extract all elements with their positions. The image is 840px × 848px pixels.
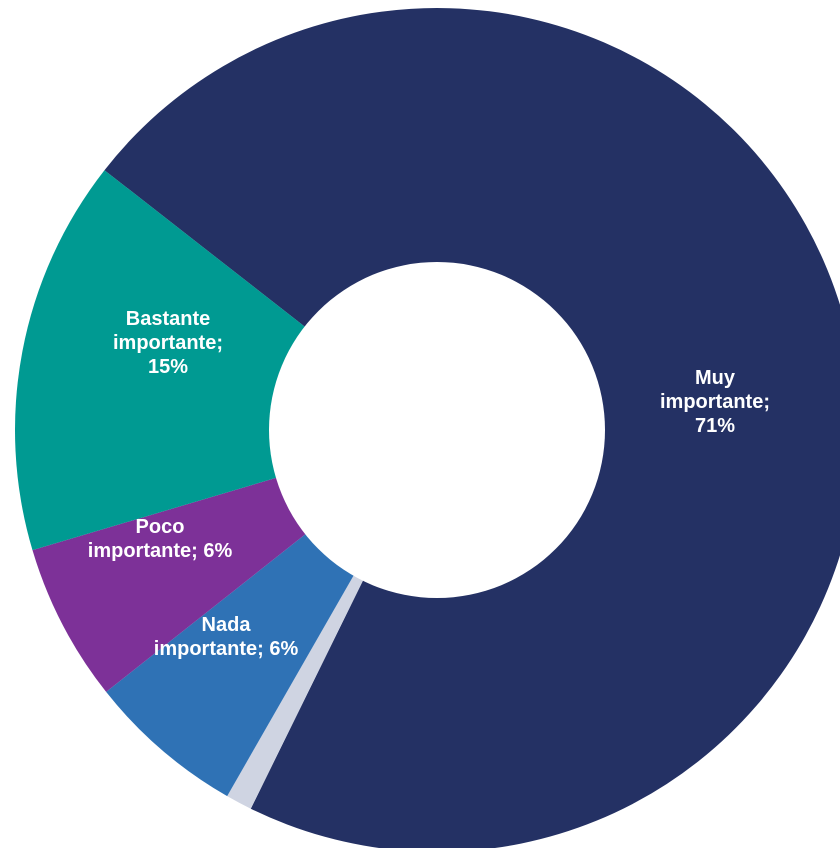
label-line: Nada	[202, 614, 252, 636]
label-line: 71%	[695, 415, 735, 437]
label-line: Poco	[136, 516, 185, 538]
chart-labels: Muy importante; 71%Nada importante; 6%Poco i…	[88, 308, 770, 660]
label-muy-importante: Muy importante; 71%	[660, 367, 770, 437]
label-line: Muy	[695, 367, 736, 389]
label-line: importante; 6%	[154, 638, 299, 660]
label-line: 15%	[148, 356, 188, 378]
label-poco-importante: Poco importante; 6%	[88, 516, 233, 562]
donut-hole	[269, 262, 605, 598]
label-nada-importante: Nada importante; 6%	[154, 614, 299, 660]
label-line: importante; 6%	[88, 540, 233, 562]
label-bastante-importante: Bastante importante; 15%	[113, 308, 223, 378]
label-line: importante;	[113, 332, 223, 354]
label-line: Bastante	[126, 308, 210, 330]
label-line: importante;	[660, 391, 770, 413]
